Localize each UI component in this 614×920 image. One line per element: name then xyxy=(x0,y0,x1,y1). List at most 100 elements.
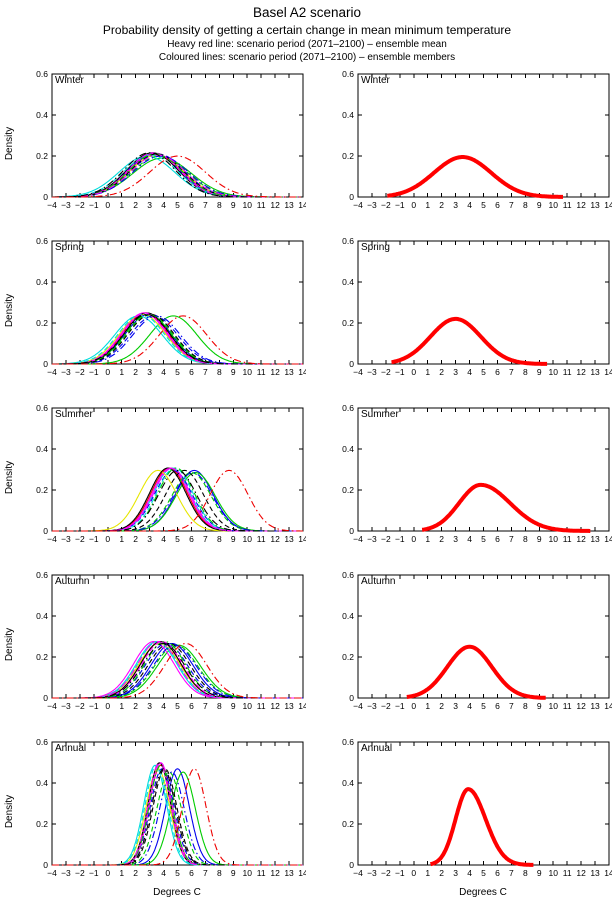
x-tick-label: 1 xyxy=(119,367,124,377)
y-tick-label: 0.6 xyxy=(342,737,354,747)
x-tick-label: 3 xyxy=(453,367,458,377)
x-tick-label: 1 xyxy=(425,534,430,544)
y-tick-label: 0.4 xyxy=(342,611,354,621)
x-tick-label: 4 xyxy=(467,701,472,711)
x-tick-label: 13 xyxy=(284,534,294,544)
x-tick-label: 12 xyxy=(270,868,280,878)
x-tick-label: 2 xyxy=(133,534,138,544)
y-tick-label: 0.6 xyxy=(36,403,48,413)
x-tick-label: 12 xyxy=(576,200,586,210)
y-axis-label: Density xyxy=(4,794,16,828)
member-cyan-dashed xyxy=(52,154,303,198)
x-tick-label: 10 xyxy=(242,367,252,377)
member-red-solid xyxy=(52,153,303,198)
x-tick-label: −3 xyxy=(367,534,377,544)
y-tick-label: 0.6 xyxy=(342,403,354,413)
x-tick-label: 7 xyxy=(509,868,514,878)
plot-box xyxy=(51,240,304,365)
x-tick-label: 8 xyxy=(217,200,222,210)
member-green-dashed xyxy=(52,644,303,699)
x-tick-label: 0 xyxy=(411,868,416,878)
x-tick-label: −2 xyxy=(75,701,85,711)
x-tick-label: 8 xyxy=(523,534,528,544)
member-blue-dashed xyxy=(52,153,303,198)
x-tick-label: −4 xyxy=(47,701,57,711)
x-tick-label: −3 xyxy=(61,367,71,377)
x-tick-label: 4 xyxy=(161,868,166,878)
y-tick-label: 0.2 xyxy=(36,819,48,829)
member-green-solid xyxy=(52,644,303,699)
x-tick-label: 8 xyxy=(523,868,528,878)
x-tick-label: −2 xyxy=(75,367,85,377)
x-tick-label: −4 xyxy=(353,701,363,711)
x-tick-label: 10 xyxy=(242,534,252,544)
y-tick-label: 0.2 xyxy=(342,151,354,161)
x-axis-label: Degrees C xyxy=(153,887,201,898)
y-axis-label: Density xyxy=(4,460,16,494)
x-tick-label: 4 xyxy=(467,534,472,544)
y-tick-label: 0 xyxy=(349,192,354,202)
y-tick-label: 0.4 xyxy=(36,611,48,621)
x-tick-label: 4 xyxy=(161,367,166,377)
x-tick-label: 3 xyxy=(147,701,152,711)
member-cyan-dashed xyxy=(52,313,303,365)
x-tick-label: 3 xyxy=(147,868,152,878)
member-green-dashdot xyxy=(52,153,303,198)
y-tick-label: 0.2 xyxy=(36,485,48,495)
x-tick-label: 5 xyxy=(175,367,180,377)
y-tick-label: 0.6 xyxy=(36,69,48,79)
panel-spring-members: −4 −3 −2 −1 0 1 2 3 4 5 6 7 8 9 10 11 12 13 14 0 0.2 0.4 0.6 S… xyxy=(18,234,306,386)
x-tick-label: 6 xyxy=(189,701,194,711)
x-tick-label: 7 xyxy=(509,367,514,377)
x-tick-label: −4 xyxy=(353,367,363,377)
x-tick-label: 2 xyxy=(439,200,444,210)
x-tick-label: −2 xyxy=(381,367,391,377)
x-tick-label: −1 xyxy=(395,534,405,544)
x-axis-label: Degrees C xyxy=(459,887,507,898)
x-tick-label: −4 xyxy=(353,868,363,878)
x-tick-label: 3 xyxy=(453,534,458,544)
x-tick-label: 9 xyxy=(231,534,236,544)
x-tick-label: 12 xyxy=(270,701,280,711)
x-tick-label: 1 xyxy=(119,701,124,711)
x-tick-label: 13 xyxy=(590,534,600,544)
x-tick-label: −3 xyxy=(61,200,71,210)
x-tick-label: 3 xyxy=(453,868,458,878)
x-tick-label: 0 xyxy=(411,701,416,711)
y-axis-label: Density xyxy=(4,293,16,327)
y-tick-label: 0.2 xyxy=(342,652,354,662)
x-tick-label: −3 xyxy=(367,868,377,878)
x-tick-label: 5 xyxy=(481,701,486,711)
y-tick-label: 0.4 xyxy=(342,277,354,287)
x-tick-label: 9 xyxy=(231,367,236,377)
x-tick-label: −4 xyxy=(353,200,363,210)
x-tick-label: 10 xyxy=(242,868,252,878)
x-tick-label: 6 xyxy=(495,701,500,711)
y-tick-label: 0 xyxy=(43,526,48,536)
x-tick-label: 13 xyxy=(590,367,600,377)
x-tick-label: 14 xyxy=(604,868,612,878)
panel-autumn-members: −4 −3 −2 −1 0 1 2 3 4 5 6 7 8 9 10 11 12 13 14 0 0.2 0.4 0.6 A… xyxy=(18,568,306,720)
x-tick-label: 0 xyxy=(411,367,416,377)
y-tick-label: 0 xyxy=(349,359,354,369)
x-tick-label: 6 xyxy=(495,200,500,210)
x-tick-label: 8 xyxy=(217,367,222,377)
member-green-dashed xyxy=(52,155,303,198)
x-tick-label: 8 xyxy=(217,868,222,878)
x-tick-label: −4 xyxy=(47,200,57,210)
x-tick-label: 4 xyxy=(467,367,472,377)
plot-box xyxy=(51,407,304,532)
y-tick-label: 0.2 xyxy=(342,318,354,328)
x-tick-label: 11 xyxy=(257,701,266,711)
x-tick-label: −4 xyxy=(47,367,57,377)
x-tick-label: 10 xyxy=(242,200,252,210)
y-axis-label: Density xyxy=(4,126,16,160)
x-tick-label: −2 xyxy=(381,200,391,210)
x-tick-label: −1 xyxy=(395,367,405,377)
x-tick-label: 11 xyxy=(257,367,266,377)
x-tick-label: −1 xyxy=(89,200,99,210)
x-tick-label: 9 xyxy=(231,868,236,878)
x-tick-label: 5 xyxy=(481,200,486,210)
